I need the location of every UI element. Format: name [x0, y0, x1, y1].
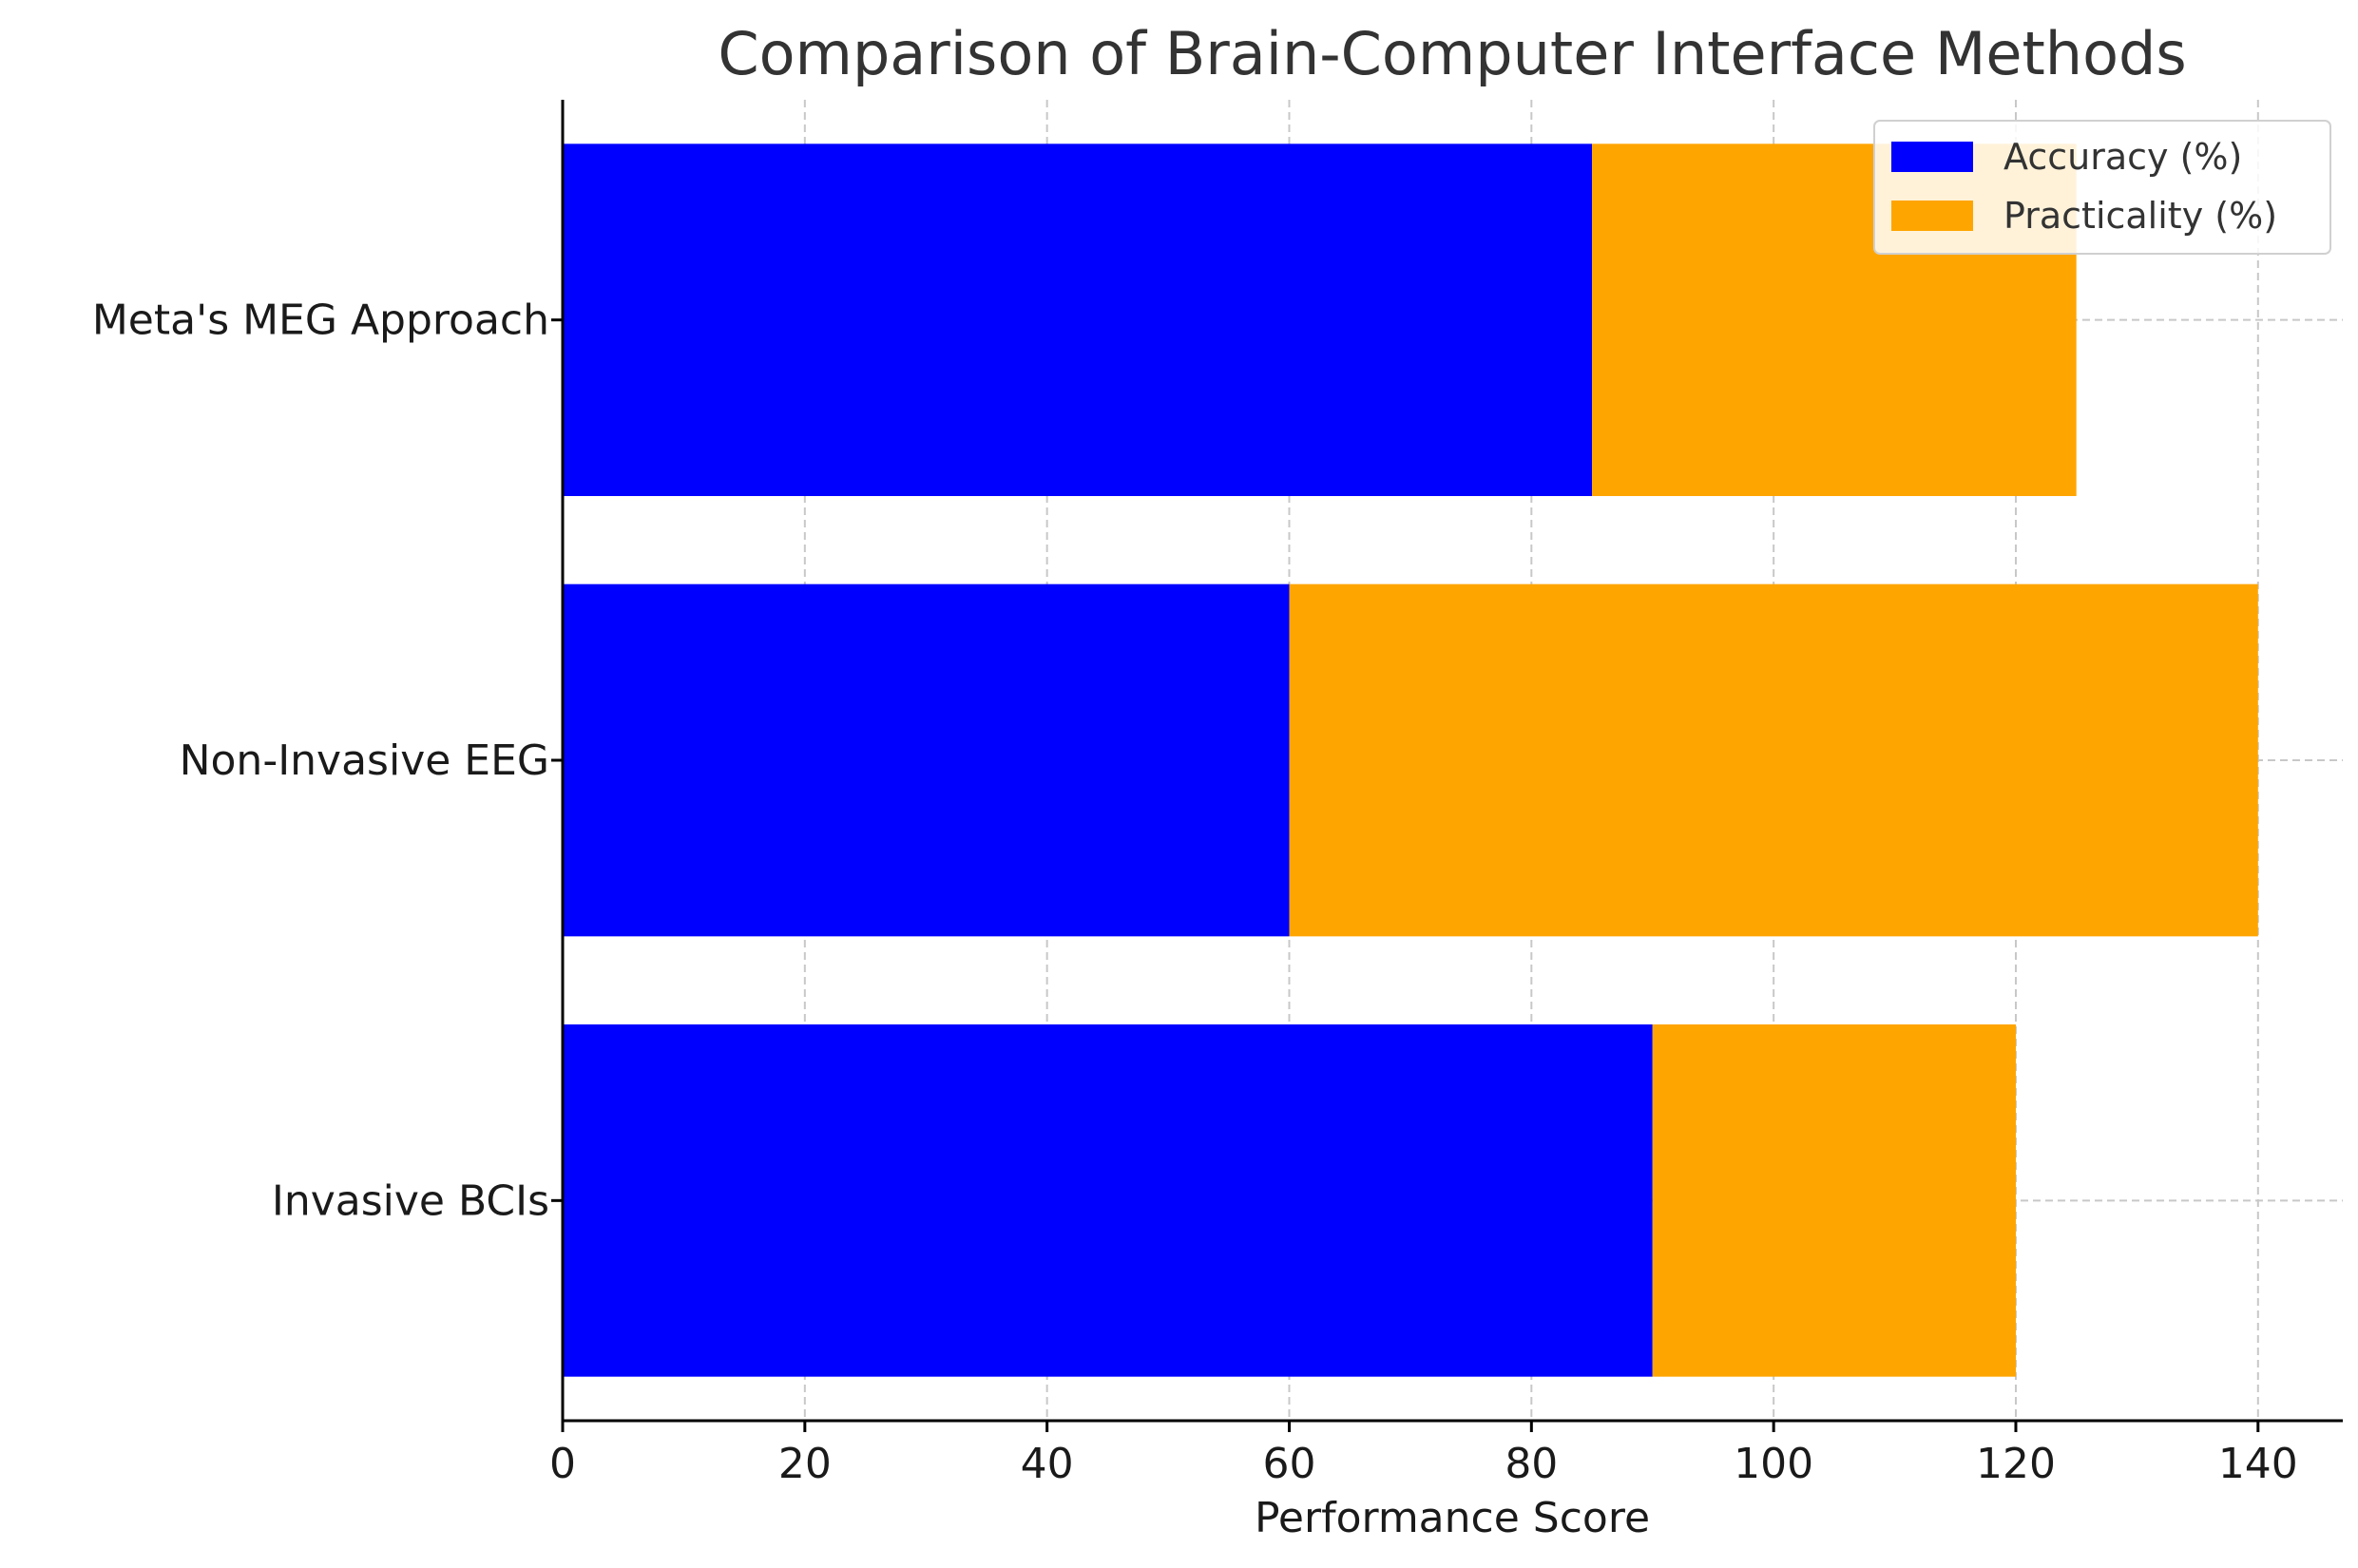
chart-title: Comparison of Brain-Computer Interface M…: [718, 19, 2186, 88]
x-axis-label: Performance Score: [1255, 1494, 1650, 1542]
ticks: 0 20 40 60 80 100 120 140 Invasive BCIs Non-Invas…: [92, 296, 2298, 1488]
x-tick-label: 20: [778, 1440, 832, 1488]
bar-practicality-1: [1289, 583, 2258, 937]
x-tick-label: 60: [1262, 1440, 1315, 1488]
legend-label: Accuracy (%): [2003, 136, 2242, 178]
legend-box: [1873, 120, 2331, 255]
bar-accuracy-2: [563, 143, 1593, 497]
x-tick-label: 140: [2218, 1440, 2298, 1488]
legend: Accuracy (%) Practicality (%): [1873, 120, 2331, 255]
x-tick-label: 100: [1734, 1440, 1813, 1488]
bar-accuracy-1: [563, 583, 1290, 937]
x-tick-label: 120: [1976, 1440, 2056, 1488]
bar-accuracy-0: [563, 1024, 1653, 1377]
y-tick-label: Invasive BCIs: [272, 1176, 549, 1225]
x-tick-label: 0: [549, 1440, 576, 1488]
x-tick-label: 80: [1505, 1440, 1558, 1488]
bars: [563, 143, 2258, 1377]
legend-swatch: [1891, 201, 1973, 231]
legend-swatch: [1891, 142, 1973, 172]
bar-practicality-0: [1652, 1024, 2016, 1377]
y-tick-label: Meta's MEG Approach: [92, 296, 549, 345]
x-tick-label: 40: [1021, 1440, 1074, 1488]
legend-label: Practicality (%): [2003, 195, 2277, 237]
y-tick-label: Non-Invasive EEG: [180, 736, 549, 785]
